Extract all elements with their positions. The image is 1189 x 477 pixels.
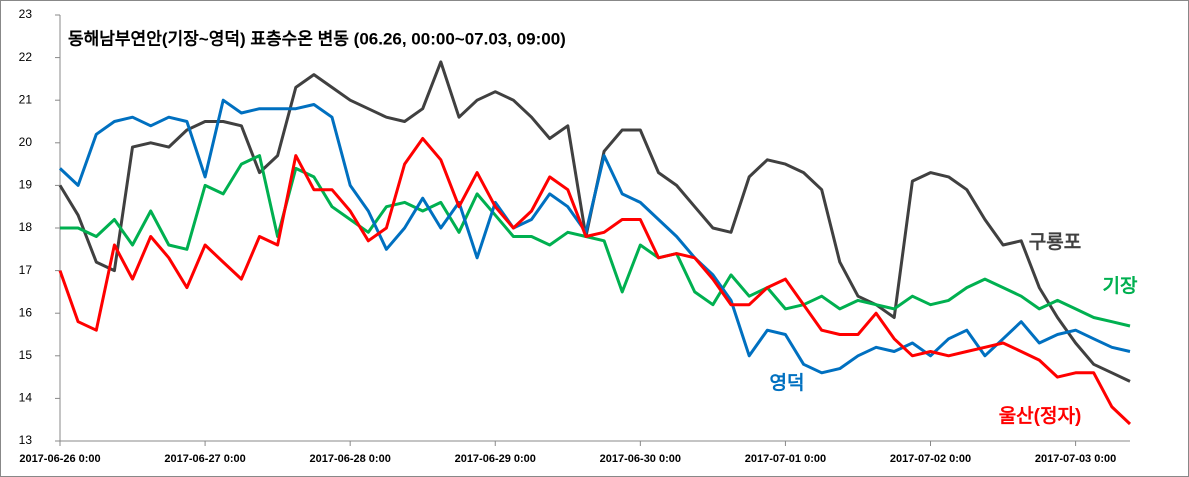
chart-title: 동해남부연안(기장~영덕) 표층수온 변동 (06.26, 00:00~07.0… <box>68 29 566 48</box>
series-line <box>58 137 1132 426</box>
y-tick-label: 13 <box>19 433 33 447</box>
series-line <box>58 98 1131 375</box>
x-tick-label: 2017-07-02 0:00 <box>890 453 971 465</box>
series-label: 기장 <box>1103 275 1138 297</box>
y-tick-label: 17 <box>19 263 33 277</box>
x-tick-label: 2017-06-27 0:00 <box>164 453 245 465</box>
x-tick-label: 2017-06-30 0:00 <box>600 453 681 465</box>
series-label: 구룡포 <box>1029 231 1081 253</box>
y-tick-label: 19 <box>19 178 33 192</box>
y-tick-label: 14 <box>19 391 33 405</box>
y-tick-label: 16 <box>19 305 33 319</box>
x-tick-label: 2017-07-03 0:00 <box>1035 453 1116 465</box>
y-tick-label: 20 <box>19 135 33 149</box>
x-tick-label: 2017-06-28 0:00 <box>309 453 390 465</box>
x-tick-label: 2017-06-29 0:00 <box>455 453 536 465</box>
series-label: 울산(정자) <box>999 405 1082 427</box>
series-line <box>60 154 1131 328</box>
x-tick-label: 2017-06-26 0:00 <box>19 453 100 465</box>
y-tick-label: 23 <box>19 7 33 21</box>
y-tick-label: 22 <box>19 50 33 64</box>
y-tick-label: 18 <box>19 220 33 234</box>
y-tick-label: 21 <box>19 92 33 106</box>
y-tick-label: 15 <box>19 348 33 362</box>
x-tick-label: 2017-07-01 0:00 <box>745 453 826 465</box>
series-label: 영덕 <box>770 372 805 394</box>
